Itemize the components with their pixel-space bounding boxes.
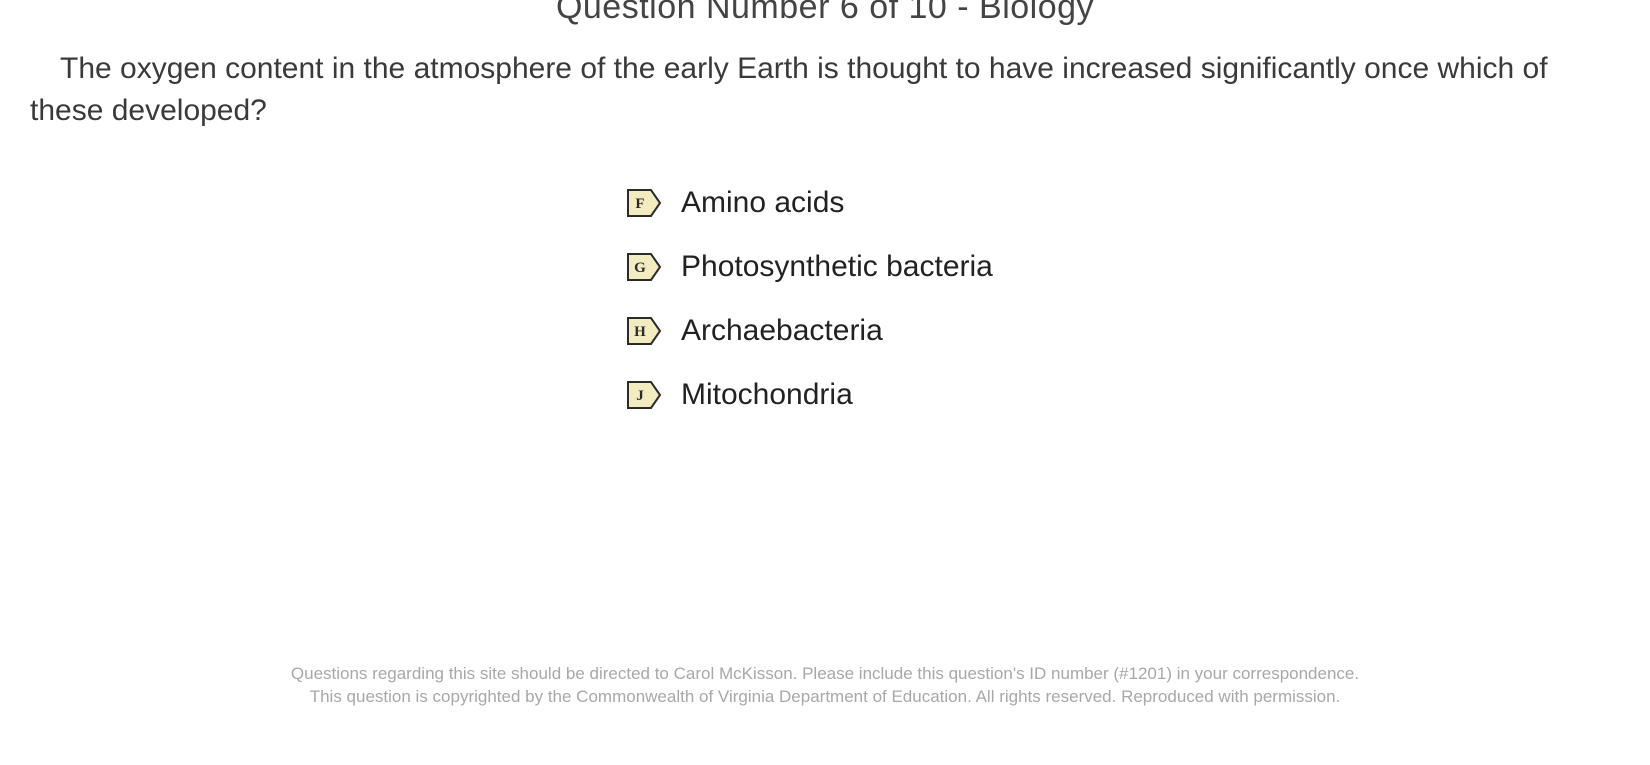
option-f[interactable]: F Amino acids [625, 186, 993, 220]
option-marker-icon: F [625, 187, 663, 219]
option-marker-icon: H [625, 315, 663, 347]
option-h[interactable]: H Archaebacteria [625, 314, 993, 348]
option-g[interactable]: G Photosynthetic bacteria [625, 250, 993, 284]
option-j[interactable]: J Mitochondria [625, 378, 993, 412]
option-letter: F [635, 196, 644, 212]
option-letter: J [636, 388, 644, 404]
option-letter: H [634, 324, 646, 340]
page-root: Question Number 6 of 10 - Biology The ox… [0, 0, 1650, 765]
question-text: The oxygen content in the atmosphere of … [30, 48, 1620, 132]
option-label: Amino acids [681, 186, 844, 220]
option-label: Mitochondria [681, 378, 853, 412]
option-marker-icon: G [625, 251, 663, 283]
footer-line-2: This question is copyrighted by the Comm… [0, 686, 1650, 709]
option-marker-icon: J [625, 379, 663, 411]
footer-line-1: Questions regarding this site should be … [0, 663, 1650, 686]
options-list: F Amino acids G Photosynthetic bacteria [625, 186, 993, 412]
footer-text: Questions regarding this site should be … [0, 663, 1650, 709]
option-label: Photosynthetic bacteria [681, 250, 993, 284]
option-label: Archaebacteria [681, 314, 883, 348]
question-heading: Question Number 6 of 10 - Biology [0, 0, 1650, 27]
option-letter: G [634, 260, 646, 276]
